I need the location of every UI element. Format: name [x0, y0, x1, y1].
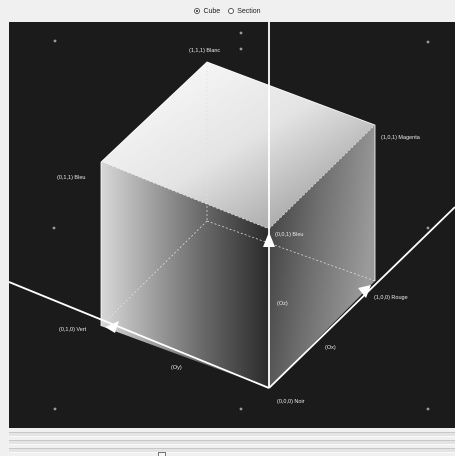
slider-track-2[interactable]: [9, 440, 455, 445]
y-arrow-icon: [105, 321, 119, 333]
vertex-label-blue: (0,0,1) Bleu: [275, 232, 303, 238]
section-radio[interactable]: Section: [228, 7, 261, 15]
axes: [9, 22, 455, 389]
vertex-label-cyan: (0,1,1) Bleu: [57, 175, 85, 181]
vertex-label-red: (1,0,0) Rouge: [374, 295, 408, 301]
vertex-label-green: (0,1,0) Vert: [59, 327, 87, 333]
bottom-panel: [0, 428, 455, 456]
cube-top-face: [101, 62, 375, 229]
radio-checked-icon: [194, 8, 201, 14]
slider-track-3[interactable]: [9, 448, 455, 453]
slider-thumb[interactable]: [158, 452, 166, 456]
vertex-label-black: (0,0,0) Noir: [277, 399, 305, 405]
y-axis-line: [9, 281, 270, 389]
mode-selector: Cube Section: [0, 0, 455, 22]
x-axis-line: [268, 206, 455, 389]
grid-dots: [52, 31, 430, 411]
z-arrow-icon: [263, 232, 275, 247]
cube-3d-viewport[interactable]: (1,1,1) Blanc (1,0,1) Magenta (0,1,1) Bl…: [9, 22, 455, 428]
vertex-label-magenta: (1,0,1) Magenta: [381, 135, 421, 141]
cube-radio-label: Cube: [203, 7, 221, 15]
radio-unchecked-icon: [228, 8, 235, 14]
axis-label-z: (Oz): [277, 301, 288, 307]
cube-scene: (1,1,1) Blanc (1,0,1) Magenta (0,1,1) Bl…: [9, 22, 455, 411]
section-radio-label: Section: [237, 7, 261, 15]
axis-label-y: (Oy): [171, 365, 182, 371]
slider-track-1[interactable]: [9, 432, 455, 437]
axis-arrows: [105, 232, 371, 333]
x-arrow-icon: [358, 285, 371, 298]
cube-front-right-face: [269, 125, 375, 388]
vertex-label-white: (1,1,1) Blanc: [189, 48, 220, 54]
cube-radio[interactable]: Cube: [194, 8, 220, 15]
cube-hidden-edges: [100, 62, 376, 327]
cube-front-left-face: [101, 162, 269, 388]
cube-edges: [100, 61, 376, 326]
axis-label-x: (Ox): [325, 345, 336, 351]
